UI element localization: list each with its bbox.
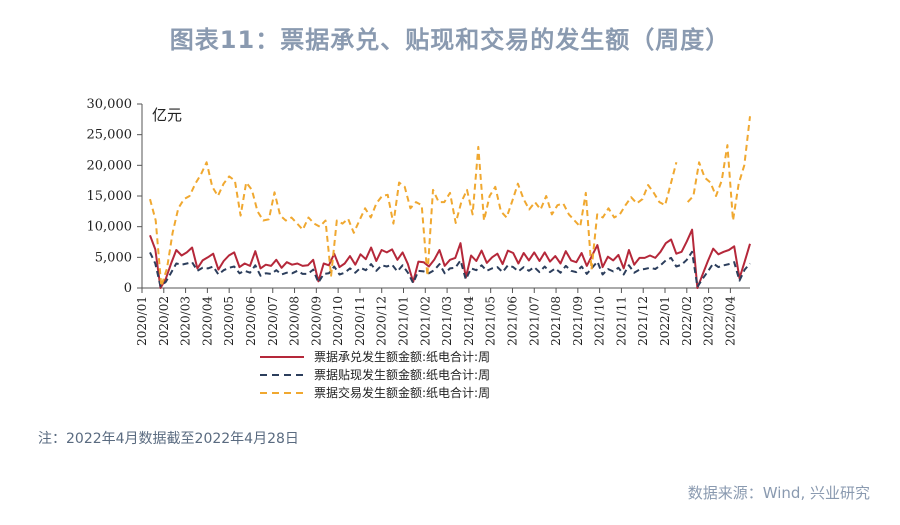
x-tick-label: 2021/08 xyxy=(549,296,563,346)
footnote: 注：2022年4月数据截至2022年4月28日 xyxy=(38,431,299,447)
chart-title: 图表11：票据承兑、贴现和交易的发生额（周度） xyxy=(169,26,731,54)
x-tick-label: 2020/12 xyxy=(375,296,389,346)
x-tick-label: 2020/06 xyxy=(244,296,258,346)
x-tick-label: 2020/02 xyxy=(157,296,171,346)
x-tick-label: 2021/04 xyxy=(462,296,476,346)
y-tick-label: 30,000 xyxy=(87,97,133,112)
x-tick-label: 2021/07 xyxy=(527,296,541,346)
x-tick-label: 2020/11 xyxy=(353,296,367,346)
legend-label: 票据贴现发生额金额:纸电合计:周 xyxy=(314,367,490,382)
unit-label: 亿元 xyxy=(152,106,182,124)
x-tick-label: 2021/06 xyxy=(505,296,519,346)
x-tick-label: 2020/09 xyxy=(309,296,323,346)
x-tick-label: 2021/03 xyxy=(440,296,454,346)
x-tick-label: 2021/10 xyxy=(593,296,607,346)
series-line-0 xyxy=(149,228,751,289)
legend-label: 票据交易发生额金额:纸电合计:周 xyxy=(314,385,490,400)
series-line-2 xyxy=(149,145,678,288)
x-tick-label: 2022/01 xyxy=(658,296,672,346)
x-tick-label: 2020/10 xyxy=(331,296,345,346)
x-tick-label: 2020/07 xyxy=(266,296,280,346)
y-tick-label: 10,000 xyxy=(87,220,133,235)
y-tick-label: 0 xyxy=(124,281,132,296)
series-line-1 xyxy=(149,250,751,288)
x-tick-label: 2020/08 xyxy=(288,296,302,346)
y-tick-label: 25,000 xyxy=(87,128,133,143)
chart-legend: 票据承兑发生额金额:纸电合计:周票据贴现发生额金额:纸电合计:周票据交易发生额金… xyxy=(260,349,490,400)
x-tick-label: 2021/01 xyxy=(397,296,411,346)
x-tick-label: 2020/05 xyxy=(222,296,236,346)
y-tick-label: 20,000 xyxy=(87,158,133,173)
data-source: 数据来源：Wind, 兴业研究 xyxy=(687,484,870,502)
x-tick-label: 2020/03 xyxy=(179,296,193,346)
legend-label: 票据承兑发生额金额:纸电合计:周 xyxy=(314,349,490,364)
x-tick-label: 2021/02 xyxy=(418,296,432,346)
x-tick-label: 2021/09 xyxy=(571,296,585,346)
x-tick-label: 2020/04 xyxy=(200,296,214,346)
y-tick-label: 5,000 xyxy=(95,250,132,265)
x-tick-label: 2020/01 xyxy=(135,296,149,346)
series-line-2 xyxy=(686,116,751,222)
x-tick-label: 2021/05 xyxy=(484,296,498,346)
x-tick-label: 2021/11 xyxy=(614,296,628,346)
x-tick-label: 2022/04 xyxy=(723,296,737,346)
y-tick-label: 15,000 xyxy=(87,189,133,204)
x-tick-label: 2022/03 xyxy=(702,296,716,346)
chart-axes: 30,000 25,000 20,000 15,000 10,000 5,000 0 亿元 20… xyxy=(87,97,750,346)
x-tick-label: 2021/12 xyxy=(636,296,650,346)
chart-series-lines xyxy=(149,116,751,289)
x-tick-label: 2022/02 xyxy=(680,296,694,346)
